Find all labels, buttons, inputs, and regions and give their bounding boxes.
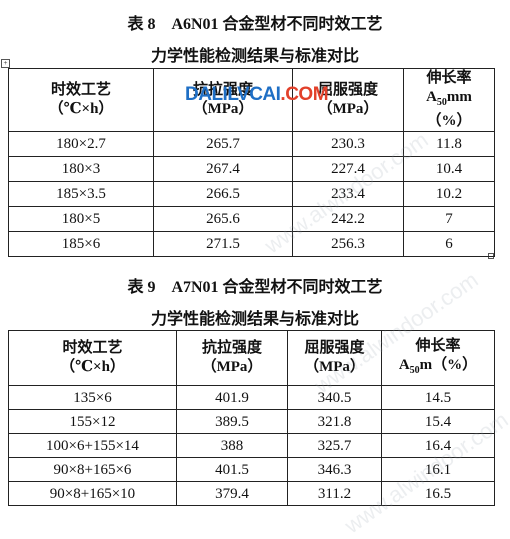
table-title: 力学性能检测结果与标准对比	[150, 311, 359, 328]
cell: 388	[176, 433, 288, 458]
data-row: 135×6 401.9 340.5 14.5	[8, 385, 495, 410]
cell: 267.4	[153, 156, 293, 182]
cell: 256.3	[292, 231, 404, 257]
cell: 10.4	[403, 156, 495, 182]
cell: 185×3.5	[8, 181, 154, 207]
subscript: 50	[436, 97, 447, 108]
cell: 265.7	[153, 131, 293, 157]
data-table: 时效工艺 （℃×h） 抗拉强度 （MPa） 屈服强度 （MPa） 伸长率 A50m（%） 135…	[8, 330, 495, 506]
cell: 265.6	[153, 206, 293, 232]
data-table: 时效工艺 （℃×h） 抗拉强度 （MPa） 屈服强度 （MPa） 伸长率 A50mm （%） 18…	[8, 68, 495, 257]
table-title: 表 8 A6N01 合金型材不同时效工艺	[127, 16, 383, 33]
header-line: 屈服强度	[304, 340, 365, 356]
cell: 16.4	[381, 433, 495, 458]
cell: 271.5	[153, 231, 293, 257]
header-line: 时效工艺	[62, 340, 123, 356]
cell: 6	[403, 231, 495, 257]
cell: 266.5	[153, 181, 293, 207]
data-row: 180×5 265.6 242.2 7	[8, 206, 495, 232]
header-line: （%）	[426, 113, 472, 129]
watermark-blue: DALILVCAI	[185, 84, 281, 105]
table-anchor: +	[1, 59, 10, 68]
header-line: （MPa）	[192, 101, 254, 117]
header-row: 时效工艺 （℃×h） 抗拉强度 （MPa） 屈服强度 （MPa） 伸长率 A50m（%）	[8, 330, 495, 386]
cell: 16.1	[381, 457, 495, 482]
header-text: A	[426, 89, 437, 105]
cell: 135×6	[8, 385, 177, 410]
cell: 180×2.7	[8, 131, 154, 157]
data-row: 185×3.5 266.5 233.4 10.2	[8, 181, 495, 207]
header-line: 屈服强度	[317, 82, 378, 98]
header-line: （MPa）	[317, 101, 379, 117]
cell: 321.8	[287, 409, 382, 434]
data-row: 180×2.7 265.7 230.3 11.8	[8, 131, 495, 157]
table-title: 表 9 A7N01 合金型材不同时效工艺	[127, 279, 383, 296]
header-line: 抗拉强度	[192, 82, 253, 98]
header-line: （℃×h）	[60, 359, 125, 375]
data-row: 100×6+155×14 388 325.7 16.4	[8, 433, 495, 458]
header-text: m（%）	[419, 356, 478, 373]
cell: 180×3	[8, 156, 154, 182]
header-line: 抗拉强度	[201, 340, 262, 356]
cell: 401.5	[176, 457, 288, 482]
header-cell: 屈服强度 （MPa）	[287, 330, 382, 386]
header-line: （℃×h）	[48, 101, 114, 117]
table-title: 力学性能检测结果与标准对比	[150, 48, 359, 65]
data-row: 155×12 389.5 321.8 15.4	[8, 409, 495, 434]
cell: 227.4	[292, 156, 404, 182]
header-text: A	[398, 356, 410, 373]
cell: 16.5	[381, 481, 495, 506]
cell: 346.3	[287, 457, 382, 482]
cell: 401.9	[176, 385, 288, 410]
cell: 180×5	[8, 206, 154, 232]
subscript: 50	[409, 364, 420, 376]
cell: 90×8+165×10	[8, 481, 177, 506]
header-cell: 伸长率 A50mm （%）	[403, 68, 495, 132]
cell: 11.8	[403, 131, 495, 157]
header-line: 伸长率	[426, 70, 472, 86]
cell: 155×12	[8, 409, 177, 434]
cell: 90×8+165×6	[8, 457, 177, 482]
cell: 14.5	[381, 385, 495, 410]
header-cell: 抗拉强度 （MPa）	[176, 330, 288, 386]
data-row: 180×3 267.4 227.4 10.4	[8, 156, 495, 182]
cell: 311.2	[287, 481, 382, 506]
header-cell: 屈服强度 （MPa）	[292, 68, 404, 132]
header-text: mm	[446, 89, 472, 105]
data-row: 185×6 271.5 256.3 6	[8, 231, 495, 257]
header-line: （MPa）	[201, 359, 263, 375]
data-row: 90×8+165×6 401.5 346.3 16.1	[8, 457, 495, 482]
watermark: DALILVCAI.COM	[185, 84, 329, 106]
data-row: 90×8+165×10 379.4 311.2 16.5	[8, 481, 495, 506]
header-line: A50m（%）	[382, 356, 494, 380]
cell: 325.7	[287, 433, 382, 458]
cell: 7	[403, 206, 495, 232]
header-cell: 时效工艺 （℃×h）	[8, 330, 177, 386]
header-cell: 抗拉强度 （MPa）	[153, 68, 293, 132]
cell: 185×6	[8, 231, 154, 257]
cell: 379.4	[176, 481, 288, 506]
header-cell: 时效工艺 （℃×h）	[8, 68, 154, 132]
header-line: 伸长率	[415, 337, 461, 354]
header-cell: 伸长率 A50m（%）	[381, 330, 495, 386]
header-line: （MPa）	[304, 359, 365, 375]
cell: 100×6+155×14	[8, 433, 177, 458]
page: + 表 8 A6N01 合金型材不同时效工艺 力学性能检测结果与标准对比 时效工艺（…	[1, 16, 510, 539]
cell: 389.5	[176, 409, 288, 434]
header-line: A50mm	[404, 88, 494, 112]
header-line: 时效工艺	[50, 82, 111, 98]
cell: 340.5	[287, 385, 382, 410]
watermark-red: .COM	[280, 84, 329, 105]
header-row: 时效工艺 （℃×h） 抗拉强度 （MPa） 屈服强度 （MPa） 伸长率 A50mm （%）	[8, 68, 495, 132]
cell: 10.2	[403, 181, 495, 207]
cell: 242.2	[292, 206, 404, 232]
